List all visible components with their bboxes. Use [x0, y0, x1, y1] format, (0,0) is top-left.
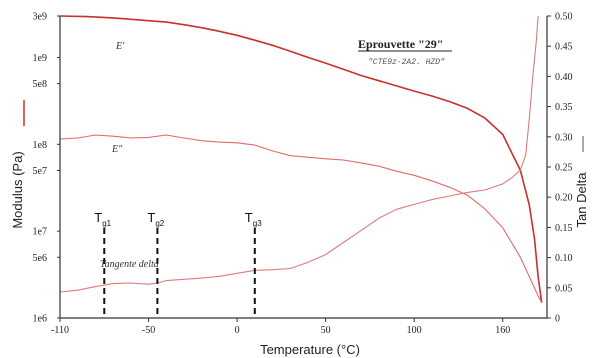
y-left-tick-label: 5e6 — [33, 253, 47, 264]
y-left-tick-label: 5e7 — [33, 166, 47, 177]
y-right-tick-label: 0 — [555, 314, 560, 325]
e-double-prime-label: E" — [111, 144, 123, 155]
y-right-tick-label: 0.50 — [555, 12, 573, 23]
x-axis-title: Temperature (°C) — [260, 342, 360, 357]
marker-tg3-label: Tg3 — [245, 210, 262, 228]
y-right-tick-label: 0.45 — [555, 42, 573, 53]
e-prime-label: E' — [115, 41, 125, 52]
y-right-tick-label: 0.20 — [555, 193, 573, 204]
y-left-tick-label: 1e9 — [33, 53, 47, 64]
y-right-tick-label: 0.25 — [555, 163, 573, 174]
x-tick-label: 160 — [495, 325, 510, 336]
y-axis-left-title: Modulus (Pa) — [10, 151, 25, 228]
x-tick-label: 100 — [407, 325, 422, 336]
marker-tg1-label: Tg1 — [94, 210, 111, 228]
series-e-prime-line — [59, 15, 543, 303]
series-tan-delta-line — [59, 15, 539, 293]
y-left-tick-label: 1e8 — [33, 140, 47, 151]
y-left-tick-label: 5e8 — [33, 79, 47, 90]
sample-subtitle: "CTE9z-2A2. HZD" — [368, 58, 445, 67]
y-right-tick-label: 0.10 — [555, 253, 573, 264]
y-left-tick-label: 1e6 — [33, 314, 47, 325]
y-left-tick-label: 3e9 — [33, 12, 47, 23]
y-right-tick-label: 0.35 — [555, 102, 573, 113]
x-tick-label: -110 — [51, 325, 69, 336]
x-tick-label: 0 — [235, 325, 240, 336]
y-right-tick-label: 0.40 — [555, 72, 573, 83]
marker-tg2-label: Tg2 — [147, 210, 164, 228]
y-right-tick-label: 0.05 — [555, 283, 573, 294]
x-tick-label: -50 — [142, 325, 155, 336]
sample-title: Eprouvette "29" — [358, 37, 443, 51]
y-right-tick-label: 0.30 — [555, 132, 573, 143]
tangente-delta-label: Tangente delta — [100, 259, 159, 270]
series-e-double-prime-line — [59, 134, 543, 303]
x-tick-label: 50 — [321, 325, 331, 336]
y-right-tick-label: 0.15 — [555, 223, 573, 234]
y-axis-right-title: Tan Delta — [574, 172, 589, 228]
y-left-tick-label: 1e7 — [33, 227, 47, 238]
